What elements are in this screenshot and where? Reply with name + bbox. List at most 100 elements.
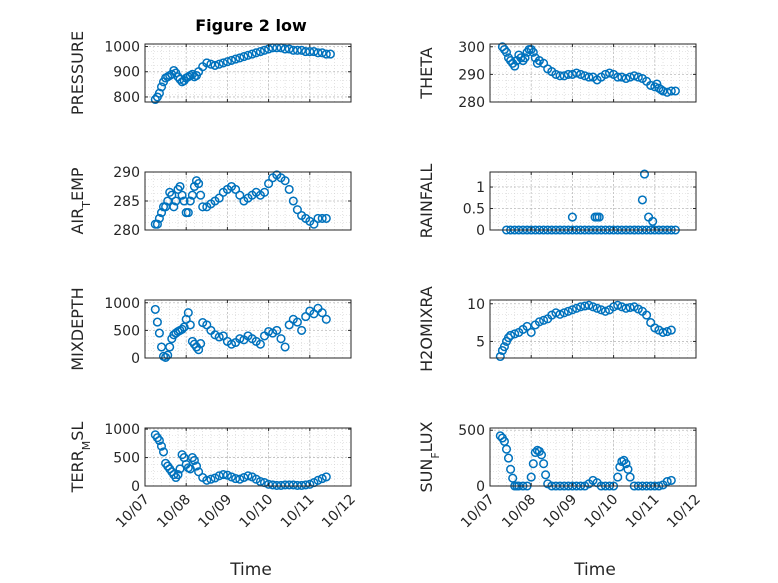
data-point [526,327,536,337]
data-point [218,58,228,68]
data-point [305,479,315,489]
data-point [280,176,290,186]
data-point [292,45,302,55]
data-point [280,44,290,54]
data-point [214,332,224,342]
data-point [167,190,177,200]
data-point [255,47,265,57]
data-point [185,320,195,330]
data-point [567,212,577,222]
data-point [196,190,206,200]
data-point [670,86,680,96]
y-tick-label: 0 [476,479,485,495]
data-point [305,47,315,57]
data-point [313,48,323,58]
y-tick-label: 1 [476,180,485,196]
data-point [214,59,224,69]
data-point [580,71,590,81]
data-point [317,308,327,318]
y-axis-label-tail: EMP [68,167,87,201]
y-tick-label: 5 [476,334,485,350]
y-axis-label-main: H2OMIXRA [417,286,436,372]
data-point [588,302,598,312]
data-points [150,43,335,105]
data-point [321,213,331,223]
data-point [309,219,319,229]
data-point [522,321,532,331]
data-point [191,461,202,471]
data-point [639,169,650,179]
data-point [198,202,208,212]
panel-1: 280 290 300 THETA [417,40,697,111]
y-axis-label: AIRTEMP [68,167,93,234]
chart-title: Figure 2 low [195,16,307,35]
data-point [202,475,212,485]
y-tick-label: 0.5 [463,202,485,218]
data-point [617,302,627,312]
data-point [214,193,224,203]
x-tick-label: 10/08 [154,492,194,532]
data-point [150,94,160,105]
data-point [613,72,623,82]
data-point [495,351,505,362]
x-tick-label: 10/07 [458,492,498,532]
y-axis-label: PRESSURE [68,31,87,115]
y-axis-label-main: RAINFALL [417,164,436,239]
data-point [150,304,160,314]
data-point [499,342,509,352]
x-tick-label: 10/12 [319,492,359,532]
y-axis-label-subscript: T [80,201,93,209]
data-point [231,474,241,484]
axes-box [144,427,352,487]
data-point [506,464,516,474]
y-tick-label: 1000 [104,40,140,56]
data-point [222,470,232,480]
panel-7: 0 500 10/07 10/08 10/09 10/10 10/11 10/12 SUNFLU… [417,421,704,531]
y-axis-label: RAINFALL [417,164,436,239]
data-point [567,305,577,315]
data-point [625,302,635,313]
data-point [621,459,631,469]
x-tick-label: 10/11 [623,492,663,532]
data-point [284,184,294,194]
data-point [169,65,179,76]
x-axis-label-right: Time [573,560,616,580]
data-point [189,455,199,465]
data-point [179,196,189,206]
y-tick-label: 500 [113,451,140,467]
data-point [613,472,623,482]
data-point [551,69,561,79]
axes-box [144,299,352,359]
data-point [666,325,676,335]
data-point [571,68,582,78]
data-point [559,308,569,318]
data-point [528,459,538,469]
y-tick-label: 10 [467,297,485,313]
data-point [297,325,307,335]
y-tick-label: 500 [113,323,140,339]
data-point [194,179,204,189]
data-point [206,474,216,484]
data-point [235,334,245,344]
data-point [576,302,586,312]
data-point [177,190,187,200]
data-point [604,68,615,78]
data-point [576,69,586,79]
data-point [156,208,167,218]
data-point [154,328,164,338]
x-tick-label: 10/07 [113,492,153,532]
y-tick-label: 500 [458,423,485,439]
data-point [226,339,237,349]
axes-box [489,43,697,103]
panel-0: 800 900 1000 PRESSURE [68,31,352,115]
y-axis-label-tail: LUX [417,421,436,452]
data-point [231,184,241,194]
y-axis-label: H2OMIXRA [417,286,436,372]
data-point [501,47,512,57]
panel-2: 280 285 290 AIRTEMP [68,165,352,239]
data-point [161,352,171,362]
data-point [239,52,249,62]
data-point [194,345,204,355]
data-point [563,306,573,316]
data-point [528,47,538,57]
